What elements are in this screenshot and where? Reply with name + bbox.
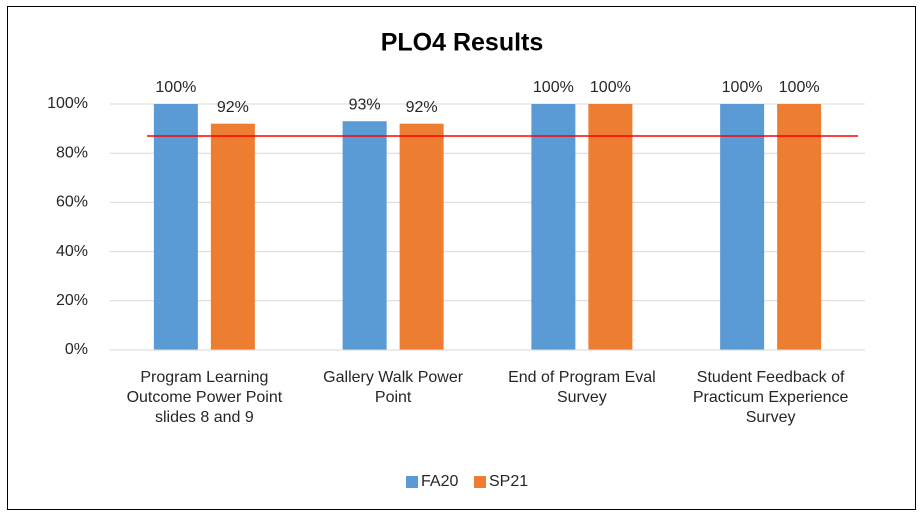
bar bbox=[777, 104, 822, 350]
bar bbox=[210, 123, 255, 351]
bar bbox=[153, 104, 198, 350]
legend-label: SP21 bbox=[489, 473, 528, 490]
legend-swatch bbox=[474, 476, 486, 488]
value-label: 100% bbox=[590, 79, 631, 96]
value-label: 100% bbox=[722, 79, 763, 96]
bar bbox=[531, 104, 576, 350]
y-tick-label: 80% bbox=[56, 144, 88, 161]
value-label: 93% bbox=[349, 96, 381, 113]
value-label: 100% bbox=[779, 79, 820, 96]
x-tick-label: Gallery Walk Power Point bbox=[323, 369, 464, 406]
x-tick-label: Program Learning Outcome Power Point sli… bbox=[126, 369, 283, 426]
y-tick-label: 60% bbox=[56, 194, 88, 211]
value-label: 100% bbox=[533, 79, 574, 96]
legend-label: FA20 bbox=[421, 473, 458, 490]
value-label: 92% bbox=[217, 99, 249, 116]
value-label: 92% bbox=[406, 99, 438, 116]
bar bbox=[588, 104, 633, 350]
y-tick-label: 40% bbox=[56, 243, 88, 260]
legend-swatch bbox=[406, 476, 418, 488]
bar bbox=[399, 123, 444, 351]
y-tick-label: 20% bbox=[56, 292, 88, 309]
x-tick-label: Student Feedback of Practicum Experience… bbox=[692, 369, 849, 426]
bar bbox=[720, 104, 765, 350]
x-tick-label: End of Program Eval Survey bbox=[508, 369, 656, 406]
chart-title: PLO4 Results bbox=[381, 29, 544, 57]
value-label: 100% bbox=[155, 79, 196, 96]
bar bbox=[342, 121, 387, 350]
y-tick-label: 0% bbox=[65, 341, 88, 358]
y-tick-label: 100% bbox=[47, 95, 88, 112]
